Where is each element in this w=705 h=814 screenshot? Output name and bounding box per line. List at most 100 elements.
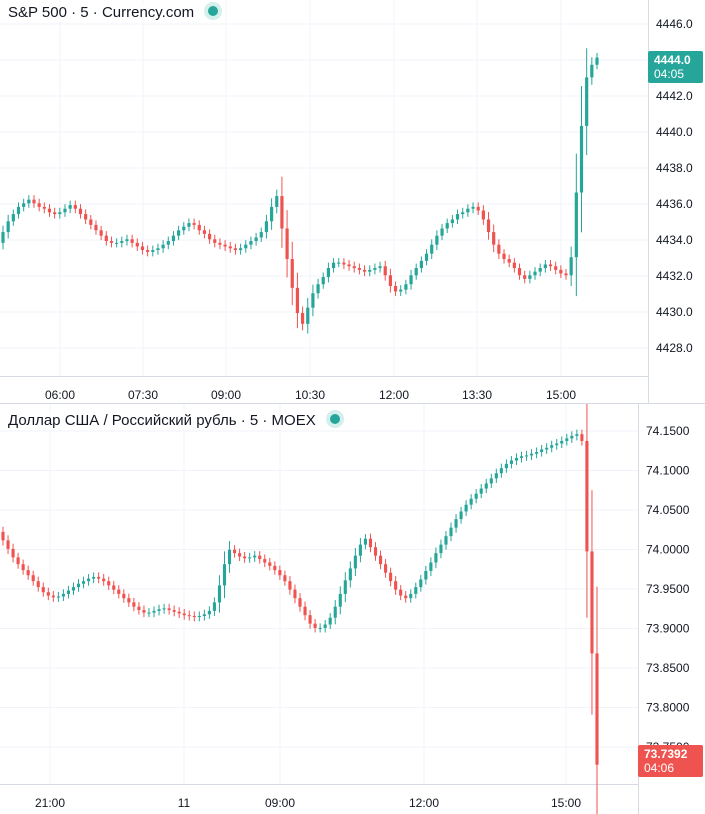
candle-body[interactable]: [157, 609, 161, 611]
candle-body[interactable]: [268, 562, 272, 566]
candle-body[interactable]: [207, 610, 211, 615]
candle-body[interactable]: [326, 268, 331, 278]
candle-body[interactable]: [512, 262, 516, 269]
candle-body[interactable]: [192, 616, 196, 618]
candle-body[interactable]: [439, 544, 443, 554]
candle-body[interactable]: [590, 64, 594, 78]
candle-body[interactable]: [444, 536, 448, 545]
candle-body[interactable]: [46, 592, 50, 596]
candle-body[interactable]: [89, 219, 93, 225]
candle-body[interactable]: [104, 235, 108, 242]
candle-body[interactable]: [1, 232, 5, 243]
candle-body[interactable]: [222, 564, 227, 586]
sp500-chart-panel[interactable]: S&P 500 · 5 · Currency.com 4446.04444.04…: [0, 0, 705, 403]
candle-body[interactable]: [565, 438, 569, 441]
candle-body[interactable]: [187, 223, 191, 227]
candle-body[interactable]: [249, 241, 253, 245]
candle-body[interactable]: [575, 434, 579, 436]
candle-body[interactable]: [217, 585, 222, 603]
candle-body[interactable]: [264, 221, 269, 233]
candle-body[interactable]: [430, 244, 434, 254]
candle-body[interactable]: [87, 578, 91, 582]
candle-body[interactable]: [78, 208, 83, 215]
candle-body[interactable]: [233, 248, 238, 251]
candle-body[interactable]: [6, 540, 10, 549]
candle-body[interactable]: [11, 548, 15, 558]
candle-body[interactable]: [41, 587, 45, 593]
candle-body[interactable]: [474, 493, 478, 499]
candle-body[interactable]: [353, 555, 357, 569]
candle-body[interactable]: [73, 205, 77, 209]
candle-body[interactable]: [337, 262, 341, 264]
candle-body[interactable]: [519, 456, 524, 458]
candle-body[interactable]: [540, 449, 544, 453]
candle-body[interactable]: [585, 77, 589, 126]
candle-body[interactable]: [357, 268, 362, 270]
candle-body[interactable]: [373, 268, 377, 270]
candle-body[interactable]: [61, 593, 65, 597]
candle-body[interactable]: [559, 269, 563, 274]
candle-body[interactable]: [383, 266, 387, 276]
candle-body[interactable]: [127, 598, 131, 603]
candle-body[interactable]: [63, 208, 67, 213]
candle-body[interactable]: [328, 617, 332, 625]
candle-body[interactable]: [528, 275, 532, 279]
candle-body[interactable]: [147, 612, 151, 614]
candle-body[interactable]: [71, 587, 76, 591]
candle-body[interactable]: [481, 210, 485, 220]
candle-body[interactable]: [378, 555, 383, 565]
candle-body[interactable]: [507, 259, 511, 263]
candle-body[interactable]: [263, 559, 267, 563]
candle-body[interactable]: [66, 590, 71, 594]
candle-body[interactable]: [414, 587, 418, 594]
candle-body[interactable]: [545, 447, 549, 450]
candle-body[interactable]: [81, 581, 86, 584]
candle-body[interactable]: [202, 614, 206, 617]
candle-body[interactable]: [373, 547, 378, 556]
candle-body[interactable]: [303, 606, 307, 616]
candle-body[interactable]: [162, 608, 166, 610]
candle-body[interactable]: [177, 611, 181, 614]
candle-body[interactable]: [378, 266, 382, 269]
candle-body[interactable]: [492, 232, 496, 245]
candle-body[interactable]: [130, 239, 134, 243]
candle-body[interactable]: [321, 277, 325, 285]
candle-body[interactable]: [424, 253, 429, 261]
candle-body[interactable]: [22, 203, 26, 207]
candle-body[interactable]: [333, 606, 337, 618]
candle-body[interactable]: [570, 435, 574, 439]
candle-body[interactable]: [574, 192, 578, 258]
candle-body[interactable]: [122, 593, 126, 599]
candle-body[interactable]: [464, 504, 468, 512]
candle-body[interactable]: [278, 570, 282, 576]
candle-body[interactable]: [243, 556, 247, 559]
candle-body[interactable]: [579, 125, 584, 193]
sp500-chart[interactable]: 4446.0 4444.0 4442.0 4440.0 4438.0 4436.0 4434…: [0, 0, 705, 403]
candle-body[interactable]: [208, 233, 212, 240]
candle-body[interactable]: [502, 253, 506, 260]
candle-body[interactable]: [6, 221, 10, 233]
candle-body[interactable]: [27, 199, 31, 204]
candle-body[interactable]: [42, 206, 46, 209]
candle-body[interactable]: [109, 241, 114, 243]
candle-body[interactable]: [182, 226, 186, 231]
candle-body[interactable]: [306, 307, 310, 324]
candle-body[interactable]: [318, 627, 322, 629]
candle-body[interactable]: [435, 235, 439, 245]
candle-body[interactable]: [311, 293, 315, 308]
candle-body[interactable]: [419, 260, 423, 269]
candle-body[interactable]: [486, 219, 491, 233]
candle-body[interactable]: [569, 257, 573, 276]
candle-body[interactable]: [248, 557, 252, 559]
candle-body[interactable]: [535, 452, 539, 454]
usdrub-chart[interactable]: 74.1500 74.1000 74.0500 74.0000 73.9500 73.90…: [0, 404, 705, 814]
candle-body[interactable]: [36, 581, 40, 588]
candle-body[interactable]: [393, 286, 398, 292]
candle-body[interactable]: [280, 196, 284, 229]
candle-body[interactable]: [137, 606, 141, 611]
candle-body[interactable]: [97, 576, 101, 579]
candle-body[interactable]: [564, 273, 568, 276]
candle-body[interactable]: [469, 498, 473, 505]
candle-body[interactable]: [285, 228, 289, 260]
candle-body[interactable]: [253, 555, 257, 558]
